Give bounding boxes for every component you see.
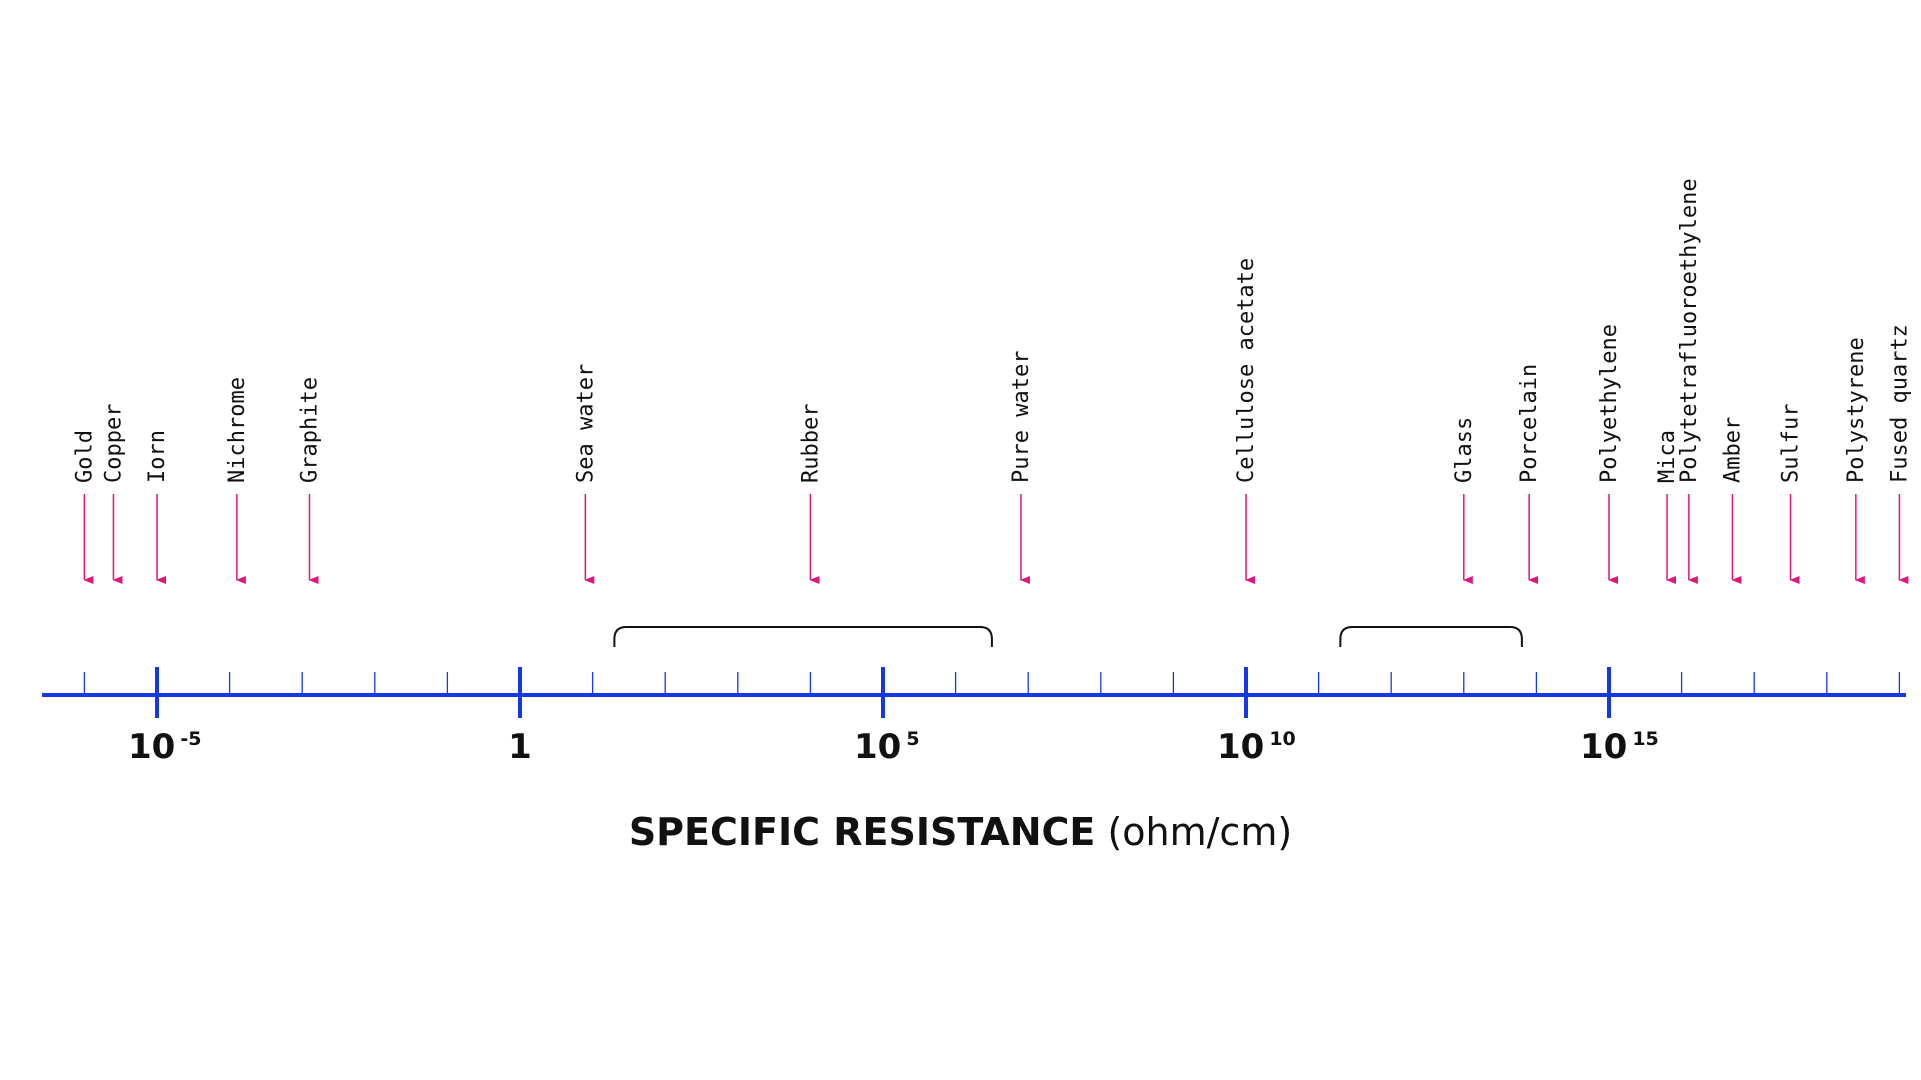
- material-marker: Copper: [101, 404, 126, 584]
- material-marker: Cellulose acetate: [1234, 258, 1259, 584]
- material-marker: Nichrome: [225, 377, 250, 584]
- axis-title-label: SPECIFIC RESISTANCE: [628, 810, 1096, 854]
- material-label: Glass: [1452, 417, 1477, 483]
- material-marker: Graphite: [297, 377, 322, 584]
- material-label: Copper: [101, 404, 126, 483]
- major-tick-base: 10: [1580, 727, 1627, 767]
- major-ticks: 10 -5 1 10 5 10 10 10 15: [128, 667, 1659, 767]
- major-tick-label: 1: [508, 727, 532, 767]
- material-marker: Iorn: [145, 430, 170, 584]
- material-marker: Amber: [1720, 417, 1745, 584]
- major-tick-exponent: -5: [180, 728, 201, 750]
- range-bracket: [613, 626, 993, 647]
- material-marker: Sea water: [573, 364, 598, 584]
- material-label: Polytetrafluoroethylene: [1677, 178, 1702, 483]
- material-label: Sea water: [573, 364, 598, 483]
- material-label: Rubber: [798, 404, 823, 483]
- major-tick-label: 10 5: [854, 727, 920, 767]
- material-marker: Glass: [1452, 417, 1477, 584]
- major-tick-label: 10 -5: [128, 727, 201, 767]
- major-tick-exponent: 15: [1632, 728, 1658, 750]
- major-tick-exponent: 10: [1269, 728, 1295, 750]
- major-tick-exponent: 5: [906, 728, 919, 750]
- material-label: Iorn: [145, 430, 170, 483]
- material-marker: Porcelain: [1517, 364, 1542, 584]
- material-label: Porcelain: [1517, 364, 1542, 483]
- material-label: Gold: [72, 430, 97, 483]
- material-marker: Polyethylene: [1597, 324, 1622, 584]
- major-tick-base: 1: [508, 727, 532, 767]
- material-label: Graphite: [297, 377, 322, 483]
- material-label: Fused quartz: [1887, 324, 1912, 483]
- range-bracket: [1339, 626, 1523, 647]
- major-tick-base: 10: [1217, 727, 1264, 767]
- minor-ticks: [83, 672, 1901, 695]
- material-markers: Gold Copper Iorn Nichrome Graphite Sea water R…: [72, 178, 1912, 584]
- axis-title: SPECIFIC RESISTANCE (ohm/cm): [0, 810, 1921, 854]
- material-marker: Fused quartz: [1887, 324, 1912, 584]
- material-marker: Polytetrafluoroethylene: [1677, 178, 1702, 584]
- material-label: Sulfur: [1779, 404, 1804, 483]
- material-label: Pure water: [1009, 351, 1034, 483]
- major-tick-label: 10 15: [1580, 727, 1659, 767]
- material-marker: Sulfur: [1779, 404, 1804, 584]
- material-marker: Rubber: [798, 404, 823, 584]
- major-tick-base: 10: [854, 727, 901, 767]
- major-tick-base: 10: [128, 727, 175, 767]
- material-label: Mica: [1655, 430, 1680, 483]
- material-label: Cellulose acetate: [1234, 258, 1259, 483]
- material-label: Polystyrene: [1844, 337, 1869, 483]
- major-tick-label: 10 10: [1217, 727, 1296, 767]
- material-label: Amber: [1720, 417, 1745, 483]
- material-marker: Gold: [72, 430, 97, 584]
- range-brackets: [613, 626, 1523, 647]
- axis-title-unit: (ohm/cm): [1107, 810, 1293, 854]
- material-marker: Pure water: [1009, 351, 1034, 584]
- material-marker: Polystyrene: [1844, 337, 1869, 584]
- material-label: Polyethylene: [1597, 324, 1622, 483]
- material-label: Nichrome: [225, 377, 250, 483]
- material-marker: Mica: [1655, 430, 1680, 584]
